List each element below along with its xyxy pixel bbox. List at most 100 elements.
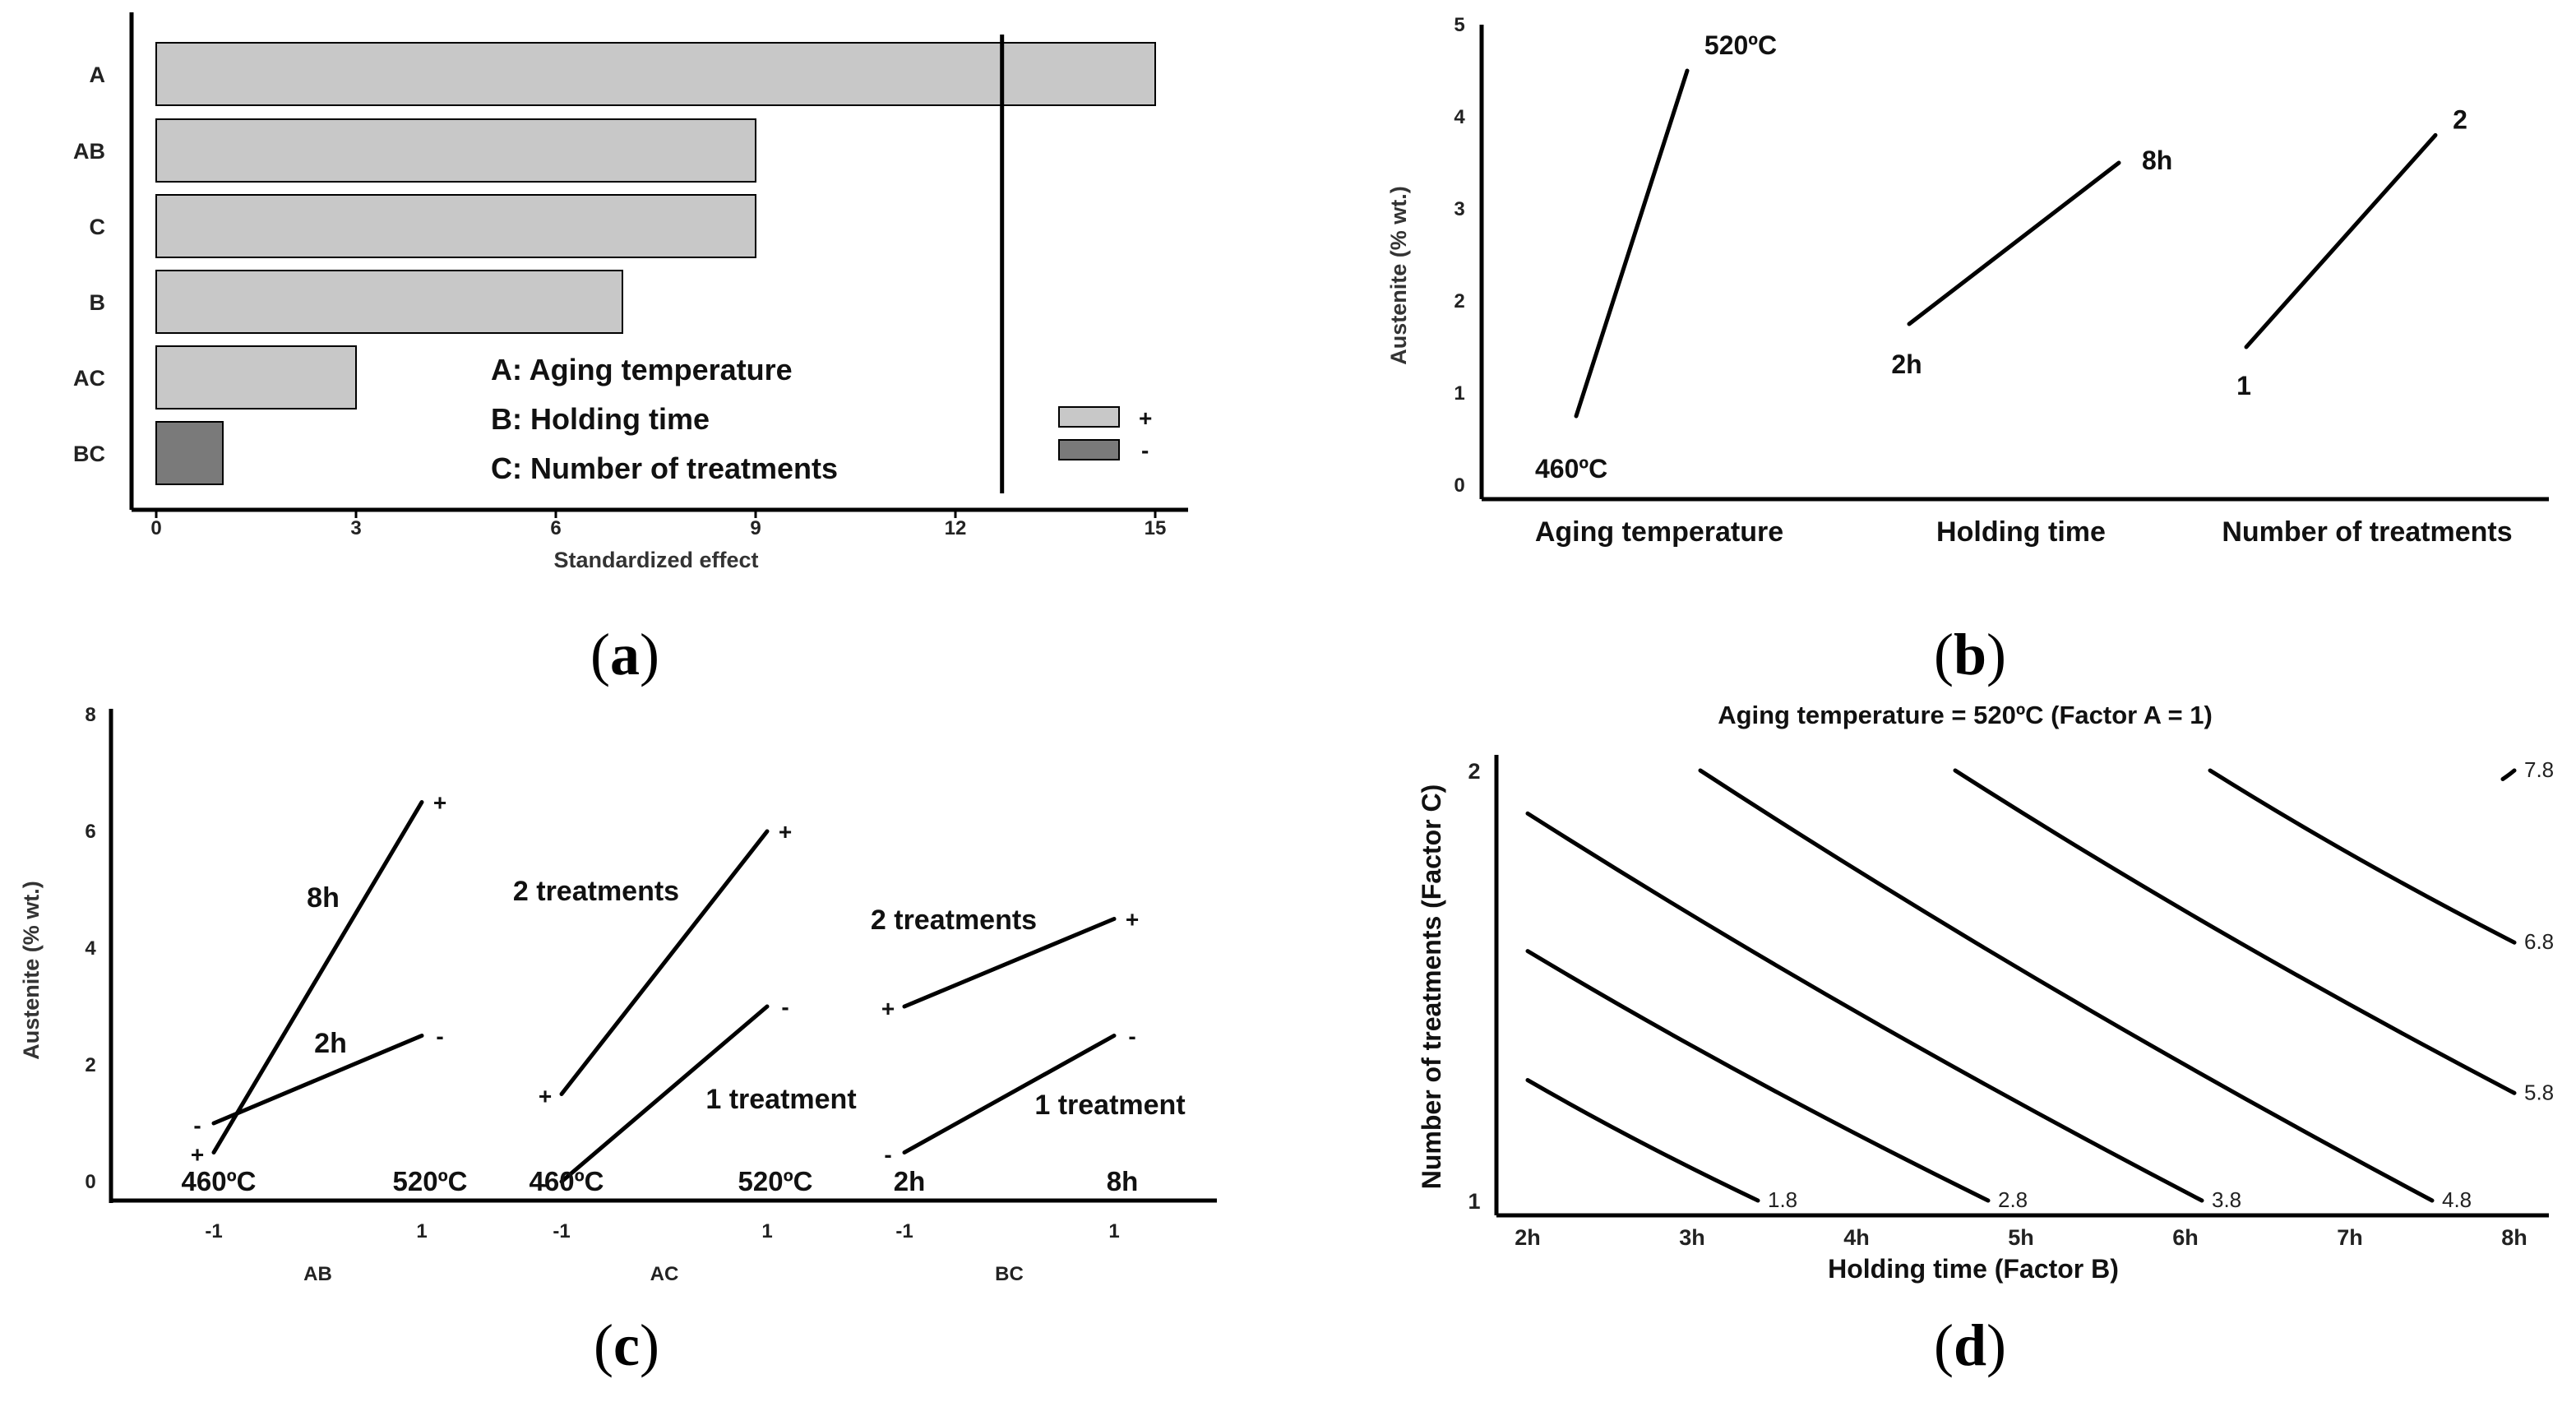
main-effect-line [2244,132,2438,349]
category-label-c: C [90,215,106,239]
contour-line [1525,1078,1760,1203]
bar-c [155,194,756,258]
interaction-group-ab: + +8h - - 2h 460ºC 520ºC -1 1 AB [182,790,468,1286]
legend-swatch-negative [1058,439,1120,460]
panel-d-x-tick-label: 5h [2008,1225,2034,1250]
contour-level-label: 1.8 [1768,1187,1797,1212]
legend-label-positive: + [1139,405,1152,431]
caption-d: (d) [1934,1312,2006,1378]
panel-b-y-tick-label: 2 [1454,290,1464,312]
category-label-bc: BC [73,442,105,466]
interaction-sign-end: + [433,790,446,816]
bar-b [155,270,623,334]
main-effect-high-label: 8h [2142,146,2172,175]
category-label-ab: AB [73,139,105,164]
interaction-x-tick-high: 1 [416,1220,427,1242]
contour-line [1953,768,2517,1095]
main-effect-low-label: 2h [1891,349,1922,379]
category-label-ac: AC [73,366,105,391]
panel-a-x-label: Standardized effect [553,548,758,572]
legend-label-negative: - [1141,437,1149,463]
interaction-group-bc: + +2 treatments - - 1 treatment 2h 8h -1 1 BC [871,905,1186,1285]
interaction-group-label: BC [995,1263,1024,1285]
main-effect-high-label: 2 [2453,104,2467,134]
interaction-sign-start: + [191,1142,204,1168]
interaction-line [902,1034,1117,1154]
panel-b-y-tick-label: 5 [1454,14,1464,36]
interaction-sign-start: - [884,1142,891,1168]
factor-axis-label: Number of treatments [2222,516,2512,548]
factor-axis-label: Holding time [1936,516,2106,548]
panel-c-y-tick-label: 2 [85,1054,95,1076]
panel-d-y-label: Number of treatments (Factor C) [1417,784,1446,1190]
interaction-level-low: 460ºC [530,1166,604,1196]
contour-line [1525,949,1991,1203]
bar-ab [155,118,756,183]
interaction-x-tick-low: -1 [553,1220,570,1242]
main-effect-line [1907,160,2121,326]
panel-c-y-tick-label: 8 [85,704,95,726]
panel-b-y-label: Austenite (% wt.) [1386,186,1411,365]
interaction-x-tick-high: 1 [1108,1220,1119,1242]
panel-c-y-tick-label: 6 [85,821,95,843]
panel-a-x-tick-label: 3 [350,517,361,539]
interaction-level-high: 520ºC [738,1166,813,1196]
interaction-sign-end: + [1126,907,1139,932]
panel-d-x-tick-label: 8h [2501,1225,2527,1250]
contour-level-label: 2.8 [1998,1187,2028,1212]
panel-a-x-tick-label: 9 [750,517,761,539]
panel-d-x-tick-label: 6h [2172,1225,2199,1250]
interaction-sign-start: - [541,1171,548,1196]
factor-axis-label: Aging temperature [1535,516,1783,548]
contour-line [1698,768,2435,1203]
panel-d-y-tick-label: 2 [1468,759,1480,784]
panel-d-x-tick-label: 3h [1679,1225,1705,1250]
main-effect-low-label: 1 [2236,371,2251,400]
interaction-series-label: 2h [314,1028,347,1059]
interaction-x-tick-low: -1 [895,1220,913,1242]
interaction-sign-start: - [193,1113,201,1138]
interaction-group-label: AC [650,1263,679,1285]
interaction-series-label: 8h [307,882,340,914]
interaction-series-label: 2 treatments [513,876,679,907]
contour-level-label: 4.8 [2442,1187,2472,1212]
interaction-sign-end: + [779,819,792,844]
contour-level-label: 3.8 [2212,1187,2241,1212]
panel-b-y-tick-label: 1 [1454,382,1464,405]
panel-d-x-tick-label: 7h [2337,1225,2363,1250]
main-effect-high-label: 520ºC [1704,30,1777,60]
bar-bc [155,421,224,485]
interaction-level-high: 520ºC [393,1166,468,1196]
category-label-b: B [90,290,106,315]
panel-d-x-label: Holding time (Factor B) [1828,1254,2119,1284]
category-label-a: A [90,62,106,87]
interaction-sign-end: - [436,1024,443,1049]
interaction-sign-end: - [1128,1024,1135,1049]
panel-a-x-tick-label: 15 [1145,517,1167,539]
panel-d-x-tick-label: 4h [1843,1225,1870,1250]
interaction-level-low: 460ºC [182,1166,257,1196]
factor-label-a: A: Aging temperature [491,353,793,386]
contour-level-label: 6.8 [2524,929,2554,954]
contour-level-label: 7.8 [2524,757,2554,782]
interaction-sign-start: + [881,996,895,1021]
factor-label-b: B: Holding time [491,402,710,436]
panel-b-main-effects: Austenite (% wt.) 0 1 2 3 4 5 460ºC 520ºC Aging… [1386,14,2549,687]
contour-level-label: 5.8 [2524,1080,2554,1104]
interaction-group-ac: + +2 treatments - - 1 treatment 460ºC 520ºC -1 1… [513,819,857,1285]
panel-b-y-tick-label: 3 [1454,198,1464,220]
interaction-group-label: AB [303,1263,332,1285]
bar-a [155,42,1156,106]
interaction-series-label: 1 treatment [1034,1090,1185,1121]
main-effect-low-label: 460ºC [1535,454,1607,484]
bar-ac [155,345,357,409]
interaction-line [211,800,424,1154]
panel-a-bar-chart: A AB C B AC BC 0 3 6 9 12 15 Standardized effect A… [73,12,1188,687]
interaction-line [559,829,770,1096]
panel-b-y-tick-label: 4 [1454,106,1465,128]
interaction-series-label: 1 treatment [705,1084,856,1115]
contour-line [2208,768,2517,945]
panel-a-x-tick-label: 12 [945,517,967,539]
panel-d-title: Aging temperature = 520ºC (Factor A = 1) [1718,701,2213,729]
